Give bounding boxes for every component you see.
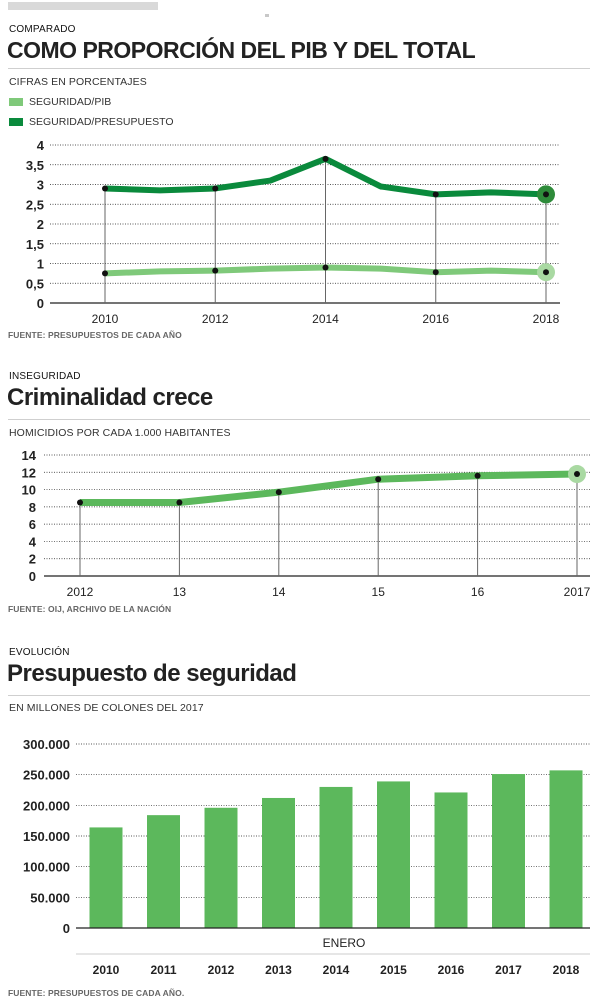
x-tick-label: 13 <box>173 585 187 599</box>
x-tick-label: 2010 <box>92 312 119 326</box>
legend-label: SEGURIDAD/PIB <box>29 96 112 108</box>
legend-item-seguridad-presupuesto: SEGURIDAD/PRESUPUESTO <box>9 116 174 128</box>
bar-2012 <box>204 807 238 928</box>
y-tick-label: 3,5 <box>26 158 44 173</box>
y-tick-label: 10 <box>22 483 36 498</box>
y-tick-label: 100.000 <box>23 860 70 875</box>
y-tick-label: 3 <box>37 178 44 193</box>
bar-2010 <box>89 827 123 928</box>
y-tick-label: 150.000 <box>23 829 70 844</box>
y-tick-label: 50.000 <box>30 890 70 905</box>
x-tick-label: 2017 <box>564 585 591 599</box>
y-tick-label: 2,5 <box>26 197 44 212</box>
bar-2014 <box>319 786 353 928</box>
data-point <box>77 499 83 506</box>
data-point <box>322 264 329 271</box>
y-tick-label: 4 <box>29 534 37 549</box>
y-tick-label: 14 <box>22 448 37 463</box>
section3-subtitle: EN MILLONES DE COLONES DEL 2017 <box>9 702 204 714</box>
x-tick-label: 16 <box>471 585 485 599</box>
x-tick-label: 2011 <box>150 963 176 977</box>
section3-kicker: EVOLUCIÓN <box>9 647 70 658</box>
y-tick-label: 8 <box>29 500 36 515</box>
section3-title: Presupuesto de seguridad <box>7 660 297 687</box>
x-tick-label: 2013 <box>265 963 292 977</box>
bar-2011 <box>147 815 180 928</box>
section1-divider <box>8 68 590 69</box>
data-point <box>432 191 439 198</box>
data-point <box>543 269 549 276</box>
y-tick-label: 200.000 <box>23 798 70 813</box>
top-decoration-bar <box>8 2 158 10</box>
y-tick-label: 0 <box>63 921 70 936</box>
section1-title: COMO PROPORCIÓN DEL PIB Y DEL TOTAL <box>7 37 476 63</box>
section2-subtitle: HOMICIDIOS POR CADA 1.000 HABITANTES <box>9 427 231 439</box>
bar-2018 <box>549 770 583 928</box>
data-point <box>574 471 580 478</box>
y-tick-label: 0,5 <box>26 276 44 291</box>
legend-label: SEGURIDAD/PRESUPUESTO <box>29 116 174 128</box>
data-point <box>275 489 282 496</box>
bar-2016 <box>434 792 468 928</box>
section1-source: FUENTE: PRESUPUESTOS DE CADA AÑO <box>8 330 182 340</box>
x-tick-label: 2017 <box>495 963 522 977</box>
x-tick-label: 14 <box>272 585 286 599</box>
y-tick-label: 4 <box>37 138 45 153</box>
section2-kicker: INSEGURIDAD <box>9 371 81 382</box>
x-tick-label: 15 <box>372 585 386 599</box>
x-tick-label: 2016 <box>422 312 449 326</box>
bar-2015 <box>377 781 410 928</box>
section2-divider <box>8 419 590 420</box>
data-point <box>102 270 108 277</box>
section3-source: FUENTE: PRESUPUESTOS DE CADA AÑO. <box>8 988 185 998</box>
y-tick-label: 2 <box>29 552 36 567</box>
legend-swatch-light <box>9 98 23 106</box>
x-tick-label: 2014 <box>323 963 350 977</box>
legend-item-seguridad-pib: SEGURIDAD/PIB <box>9 96 111 108</box>
x-tick-label: 2012 <box>67 585 94 599</box>
y-tick-label: 0 <box>29 569 36 584</box>
data-point <box>102 185 108 192</box>
y-tick-label: 250.000 <box>23 768 70 783</box>
proportion-line-chart: 0 0,5 1 1,5 2 2,5 3 3,5 4 2010 2012 2014 2016 2018 <box>26 138 560 326</box>
top-decoration-dot <box>265 14 269 17</box>
bar-2017 <box>492 774 525 928</box>
y-tick-label: 0 <box>37 296 44 311</box>
data-point <box>212 185 219 192</box>
legend-swatch-dark <box>9 118 23 126</box>
data-point <box>543 191 549 198</box>
data-point <box>212 267 219 274</box>
section2-source: FUENTE: OIJ, ARCHIVO DE LA NACIÓN <box>8 604 172 614</box>
y-tick-label: 6 <box>29 517 36 532</box>
data-point <box>176 499 183 506</box>
series-line-homicidios <box>80 470 578 507</box>
budget-bar-chart: 0 50.000 100.000 150.000 200.000 250.000 300.0… <box>23 737 590 977</box>
bar-2013 <box>262 797 295 928</box>
y-tick-label: 12 <box>22 465 36 480</box>
x-tick-label: 2012 <box>202 312 229 326</box>
x-axis-label: ENERO <box>323 936 366 950</box>
x-tick-label: 2015 <box>380 963 407 977</box>
x-tick-label: 2018 <box>533 312 560 326</box>
y-tick-label: 1,5 <box>26 237 44 252</box>
section2-title: Criminalidad crece <box>7 384 213 411</box>
section1-subtitle: CIFRAS EN PORCENTAJES <box>9 76 147 88</box>
x-tick-label: 2014 <box>312 312 339 326</box>
data-point <box>375 476 382 483</box>
data-point <box>322 155 329 162</box>
y-tick-label: 1 <box>37 257 44 272</box>
y-tick-label: 2 <box>37 217 44 232</box>
section1-kicker: COMPARADO <box>9 24 76 35</box>
x-tick-label: 2010 <box>93 963 120 977</box>
homicides-line-chart: 0 2 4 6 8 10 12 14 2012 13 14 15 16 2017 <box>22 448 591 599</box>
data-point <box>474 472 481 479</box>
x-tick-label: 2016 <box>438 963 465 977</box>
data-point <box>432 269 439 276</box>
y-tick-label: 300.000 <box>23 737 70 752</box>
x-tick-label: 2012 <box>208 963 235 977</box>
x-tick-label: 2018 <box>553 963 580 977</box>
section3-divider <box>8 695 590 696</box>
